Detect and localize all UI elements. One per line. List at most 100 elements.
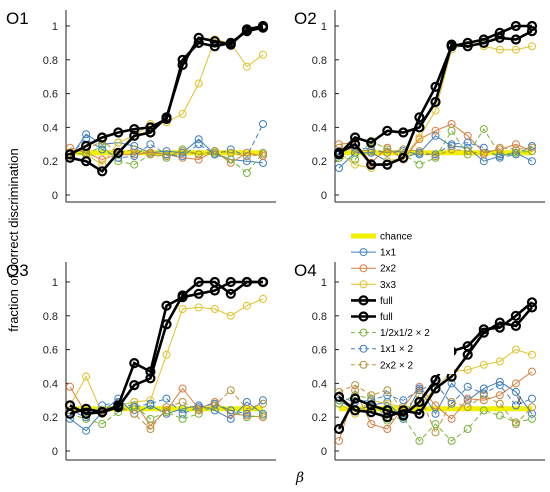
data-point: [259, 399, 267, 408]
data-point: [415, 133, 424, 142]
data-point: [242, 152, 251, 161]
series-line: [338, 384, 533, 434]
data-point: [511, 145, 520, 154]
data-point: [528, 42, 536, 51]
data-point: [528, 147, 536, 156]
data-point: [333, 391, 345, 402]
data-point: [511, 345, 520, 354]
data-point: [351, 155, 360, 164]
data-point: [259, 120, 267, 128]
series-line: [338, 371, 533, 442]
data-point: [97, 407, 108, 418]
data-point: [242, 404, 251, 413]
data-point: [162, 350, 171, 359]
data-point: [463, 382, 472, 391]
data-point: [415, 386, 424, 395]
data-point: [479, 125, 488, 134]
data-point: [178, 409, 187, 418]
data-point: [383, 148, 392, 157]
data-point: [495, 357, 504, 366]
legend-label: 3x3: [380, 280, 397, 291]
data-point: [146, 396, 155, 405]
data-point: [431, 428, 440, 437]
data-point: [129, 130, 140, 141]
data-point: [161, 300, 172, 311]
data-point: [479, 150, 488, 159]
data-point: [414, 122, 425, 133]
panel-title: O1: [6, 9, 29, 28]
panel-title: O2: [294, 9, 317, 28]
data-point: [447, 145, 456, 154]
data-point: [526, 26, 538, 37]
data-point: [528, 350, 536, 359]
y-tick-label: 0.8: [43, 55, 58, 67]
data-point: [510, 34, 522, 45]
data-point: [528, 367, 536, 376]
data-point: [351, 160, 360, 169]
data-point: [511, 387, 520, 396]
data-point: [510, 320, 522, 331]
data-point: [193, 276, 204, 288]
data-point: [463, 403, 472, 412]
data-point: [495, 143, 504, 152]
data-point: [431, 409, 440, 418]
y-tick-label: 0.8: [312, 311, 327, 323]
data-point: [463, 365, 472, 374]
data-point: [97, 166, 108, 177]
legend-entry: 3x3: [351, 280, 397, 291]
data-point: [178, 398, 187, 406]
data-point: [193, 37, 204, 49]
data-point: [398, 127, 409, 138]
legend-marker: [358, 295, 369, 306]
legend-entry: 1/2x1/2 × 2: [351, 328, 430, 339]
data-point: [382, 412, 393, 423]
data-point: [194, 79, 203, 88]
y-tick-label: 0: [52, 190, 58, 202]
data-point: [130, 398, 139, 406]
data-point: [335, 387, 343, 396]
legend-entry: 1x1: [351, 248, 397, 259]
legend-marker: [358, 311, 369, 322]
data-point: [382, 405, 393, 416]
y-tick-label: 1: [321, 277, 327, 289]
data-point: [178, 152, 187, 161]
y-tick-label: 0.6: [43, 89, 58, 101]
data-point: [98, 420, 107, 428]
data-point: [241, 26, 252, 37]
data-point: [526, 302, 538, 313]
data-point: [225, 37, 236, 49]
legend-label: 1/2x1/2 × 2: [380, 328, 430, 339]
data-point: [414, 112, 425, 123]
data-point: [478, 327, 489, 338]
data-point: [383, 386, 392, 395]
data-point: [226, 386, 235, 395]
data-point: [82, 372, 91, 381]
data-point: [382, 125, 393, 136]
panel-o3: O3 0 0.2 0.4 0.6 0.8 1: [6, 261, 276, 461]
series-4: [333, 302, 538, 423]
data-point: [447, 140, 456, 149]
legend-marker: [359, 360, 368, 369]
data-point: [161, 319, 172, 330]
data-point: [177, 54, 188, 65]
y-tick-label: 0.6: [43, 345, 58, 357]
legend-marker: [359, 328, 368, 337]
data-point: [528, 403, 536, 412]
data-point: [130, 160, 139, 169]
series-4: [333, 26, 538, 160]
data-point: [447, 126, 456, 135]
series-line: [69, 398, 264, 418]
y-tick-label: 0.2: [43, 412, 58, 424]
data-point: [398, 152, 409, 163]
data-point: [162, 394, 171, 403]
data-point: [446, 39, 457, 50]
data-point: [495, 381, 504, 390]
data-point: [431, 152, 440, 161]
data-point: [209, 276, 220, 288]
data-point: [494, 32, 505, 43]
data-point: [146, 140, 155, 149]
legend-entry: full: [351, 295, 393, 307]
series-2: [66, 35, 267, 169]
data-point: [431, 131, 440, 140]
data-point: [367, 396, 376, 405]
